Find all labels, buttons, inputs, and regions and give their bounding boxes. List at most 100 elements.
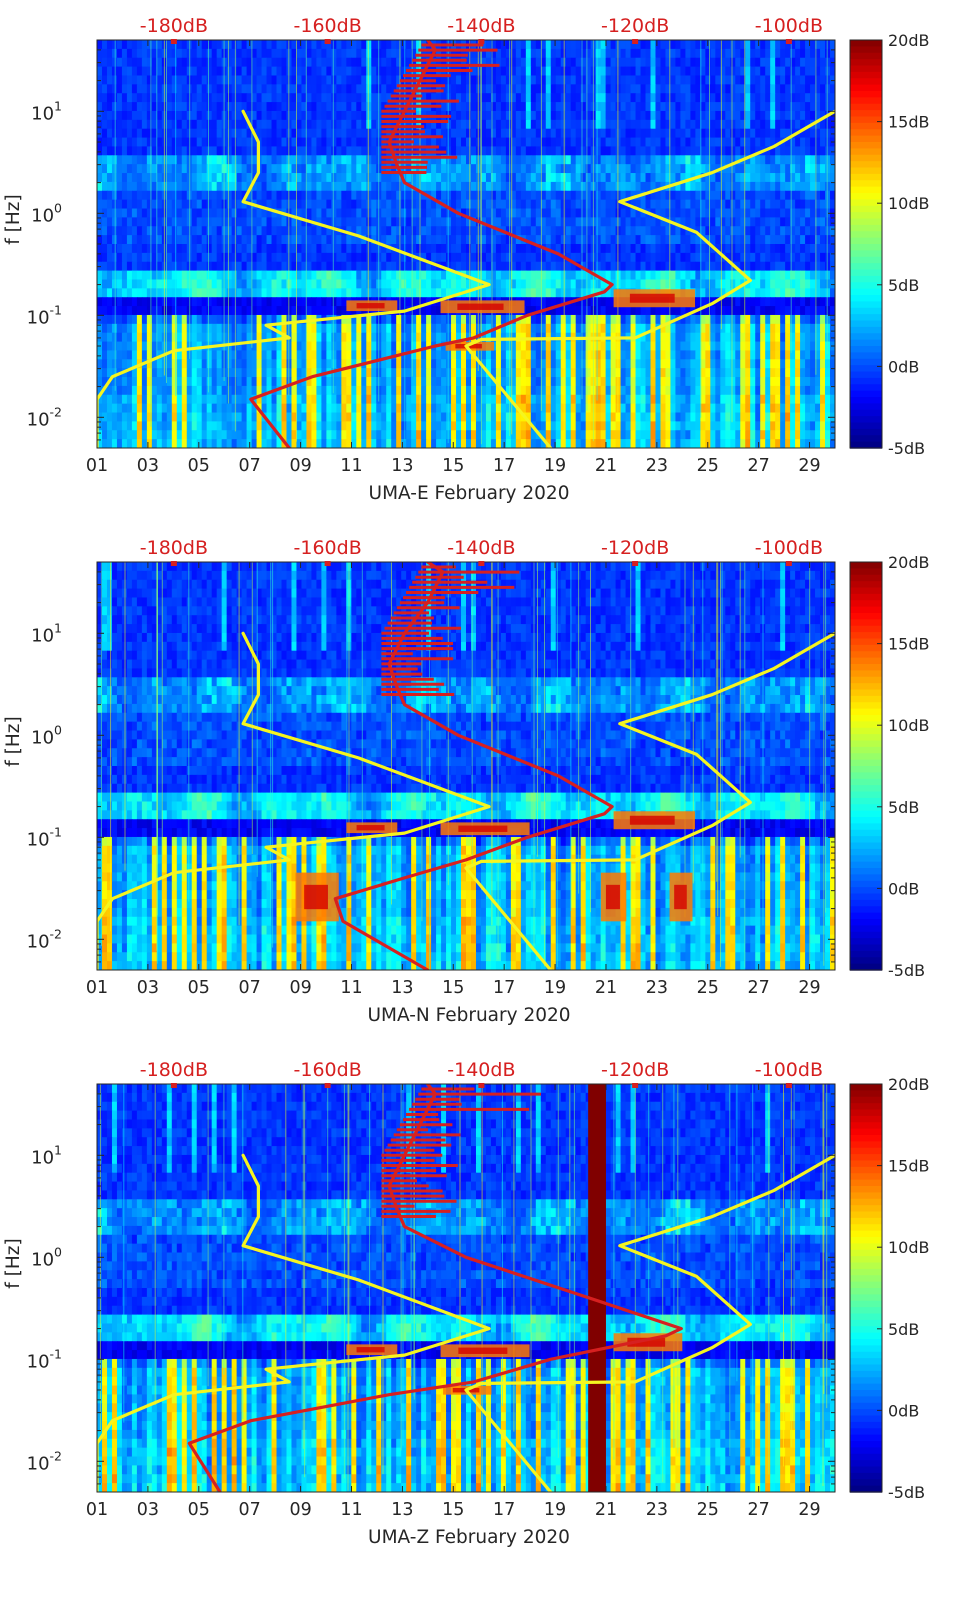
colorbar-label: 20dB bbox=[888, 1075, 930, 1094]
x-tick-label: 17 bbox=[493, 456, 515, 476]
y-tick-label: 101 bbox=[31, 1142, 62, 1168]
x-tick-label: 23 bbox=[646, 1500, 668, 1520]
colorbar-label: 15dB bbox=[888, 1157, 930, 1176]
y-tick-label: 10-2 bbox=[27, 926, 62, 952]
y-tick-label: 100 bbox=[31, 722, 62, 748]
x-tick-label: 21 bbox=[595, 456, 617, 476]
db-axis-label: -180dB bbox=[140, 15, 208, 37]
db-axis-label: -100dB bbox=[755, 1059, 823, 1081]
x-tick-label: 05 bbox=[188, 1500, 210, 1520]
x-tick-label: 19 bbox=[544, 456, 566, 476]
colorbar-label: 10dB bbox=[888, 1238, 930, 1257]
noise-model-curve bbox=[464, 631, 835, 970]
x-tick-label: 11 bbox=[340, 1500, 362, 1520]
colorbar-label: 0dB bbox=[888, 357, 919, 376]
colorbar: 20dB 15dB 10dB 5dB 0dB -5dB bbox=[849, 1075, 930, 1502]
y-tick-label: 101 bbox=[31, 620, 62, 646]
x-tick-label: 09 bbox=[289, 978, 311, 998]
x-tick-label: 25 bbox=[697, 1500, 719, 1520]
x-tick-label: 15 bbox=[442, 1500, 464, 1520]
heatmap-area bbox=[97, 562, 835, 970]
x-tick-label: 29 bbox=[798, 456, 820, 476]
colorbar-label: 10dB bbox=[888, 716, 930, 735]
colorbar-label: 15dB bbox=[888, 113, 930, 132]
x-tick-label: 11 bbox=[340, 456, 362, 476]
colorbar-label: 10dB bbox=[888, 194, 930, 213]
x-tick-label: 17 bbox=[493, 1500, 515, 1520]
x-tick-label: 07 bbox=[239, 978, 261, 998]
colorbar-label: -5dB bbox=[888, 961, 925, 980]
noise-model-curve bbox=[464, 1153, 835, 1492]
y-axis-title: f [Hz] bbox=[3, 1238, 24, 1288]
db-axis-label: -140dB bbox=[447, 1059, 515, 1081]
x-tick-label: 25 bbox=[697, 456, 719, 476]
y-tick-label: 100 bbox=[31, 200, 62, 226]
x-tick-label: 09 bbox=[289, 1500, 311, 1520]
x-tick-label: 29 bbox=[798, 978, 820, 998]
x-tick-label: 07 bbox=[239, 1500, 261, 1520]
colorbar-label: -5dB bbox=[888, 1483, 925, 1502]
psd-spikes bbox=[381, 1087, 541, 1218]
colorbar: 20dB 15dB 10dB 5dB 0dB -5dB bbox=[849, 553, 930, 980]
db-axis-label: -120dB bbox=[601, 537, 669, 559]
colorbar-label: 5dB bbox=[888, 276, 919, 295]
x-tick-label: 01 bbox=[86, 456, 108, 476]
x-tick-label: 15 bbox=[442, 978, 464, 998]
x-tick-label: 09 bbox=[289, 456, 311, 476]
db-axis-label: -140dB bbox=[447, 537, 515, 559]
db-axis-label: -160dB bbox=[294, 15, 362, 37]
broadband-event bbox=[588, 1084, 606, 1492]
spectrogram-panel-uma-e: 01 03 05 07 09 11 13 15 17 19 21 23 25 27 29 UMA-E Febr… bbox=[3, 15, 930, 504]
db-axis-label: -120dB bbox=[601, 15, 669, 37]
db-axis-label: -100dB bbox=[755, 15, 823, 37]
db-axis-label: -180dB bbox=[140, 537, 208, 559]
y-tick-label: 101 bbox=[31, 98, 62, 124]
noise-model-curve bbox=[97, 1153, 491, 1492]
x-axis-title: UMA-Z February 2020 bbox=[368, 1527, 570, 1548]
x-tick-label: 03 bbox=[137, 456, 159, 476]
x-axis-title: UMA-E February 2020 bbox=[369, 483, 570, 504]
colorbar-label: 15dB bbox=[888, 635, 930, 654]
y-axis-title: f [Hz] bbox=[3, 716, 24, 766]
noise-model-curve bbox=[464, 109, 835, 448]
y-tick-label: 10-2 bbox=[27, 404, 62, 430]
x-tick-label: 21 bbox=[595, 978, 617, 998]
x-tick-label: 23 bbox=[646, 978, 668, 998]
colorbar-label: 0dB bbox=[888, 1401, 919, 1420]
x-tick-label: 27 bbox=[748, 456, 770, 476]
x-tick-label: 19 bbox=[544, 978, 566, 998]
colorbar: 20dB 15dB 10dB 5dB 0dB -5dB bbox=[849, 31, 930, 458]
colorbar-label: 0dB bbox=[888, 879, 919, 898]
x-tick-label: 05 bbox=[188, 978, 210, 998]
colorbar-label: 20dB bbox=[888, 31, 930, 50]
x-tick-label: 17 bbox=[493, 978, 515, 998]
colorbar-label: 20dB bbox=[888, 553, 930, 572]
x-axis-title: UMA-N February 2020 bbox=[367, 1005, 570, 1026]
x-tick-label: 15 bbox=[442, 456, 464, 476]
y-tick-label: 100 bbox=[31, 1244, 62, 1270]
x-tick-label: 25 bbox=[697, 978, 719, 998]
noise-model-curve bbox=[97, 631, 491, 970]
y-tick-label: 10-1 bbox=[27, 302, 62, 328]
x-tick-label: 01 bbox=[86, 1500, 108, 1520]
x-tick-label: 29 bbox=[798, 1500, 820, 1520]
heatmap-area bbox=[97, 40, 835, 448]
x-tick-label: 13 bbox=[391, 456, 413, 476]
x-tick-label: 05 bbox=[188, 456, 210, 476]
y-axis-title: f [Hz] bbox=[3, 194, 24, 244]
db-axis-label: -180dB bbox=[140, 1059, 208, 1081]
colorbar-label: -5dB bbox=[888, 439, 925, 458]
x-tick-label: 27 bbox=[748, 1500, 770, 1520]
x-tick-label: 03 bbox=[137, 1500, 159, 1520]
colorbar-label: 5dB bbox=[888, 798, 919, 817]
x-tick-label: 01 bbox=[86, 978, 108, 998]
psd-spikes bbox=[381, 565, 520, 696]
x-tick-label: 03 bbox=[137, 978, 159, 998]
y-tick-label: 10-1 bbox=[27, 824, 62, 850]
colorbar-label: 5dB bbox=[888, 1320, 919, 1339]
spectrogram-panel-uma-n: 01 03 05 07 09 11 13 15 17 19 21 23 25 27 29 UMA-N Febr… bbox=[3, 537, 930, 1026]
db-axis-label: -160dB bbox=[294, 1059, 362, 1081]
db-axis-label: -120dB bbox=[601, 1059, 669, 1081]
psd-spikes bbox=[381, 43, 500, 174]
